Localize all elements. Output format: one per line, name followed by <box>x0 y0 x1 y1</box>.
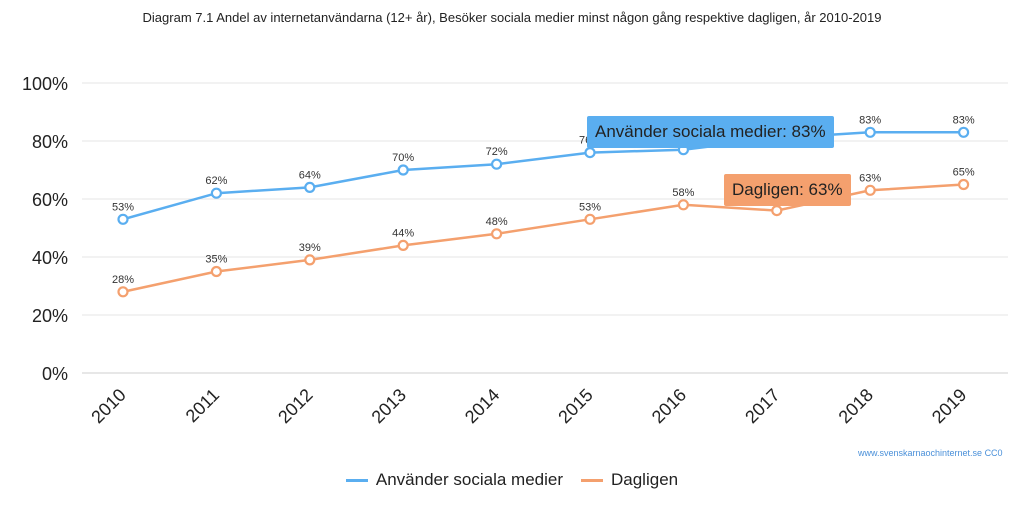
data-point-series-2[interactable] <box>397 239 409 251</box>
data-point-series-2[interactable] <box>864 184 876 196</box>
y-tick-label: 80% <box>32 132 68 152</box>
x-tick-label: 2019 <box>928 385 970 427</box>
data-point-series-1[interactable] <box>397 164 409 176</box>
data-label-series-1: 72% <box>486 146 508 158</box>
data-point-series-2[interactable] <box>771 205 783 217</box>
tooltip-series-1: Använder sociala medier: 83% <box>587 116 834 148</box>
data-point-series-2[interactable] <box>957 178 970 191</box>
data-label-series-1: 62% <box>205 175 227 187</box>
data-point-series-1[interactable] <box>304 181 316 193</box>
x-tick-label: 2013 <box>368 385 410 427</box>
y-tick-label: 40% <box>32 248 68 268</box>
y-axis-ticks: 0% 20% 40% 60% 80% 100% <box>22 74 68 384</box>
data-label-series-1: 83% <box>859 114 881 126</box>
legend: Använder sociala medier Dagligen <box>0 470 1024 490</box>
data-label-series-2: 65% <box>953 167 975 179</box>
data-point-series-2[interactable] <box>677 199 690 211</box>
data-point-series-1[interactable] <box>584 147 596 159</box>
y-tick-label: 100% <box>22 74 68 94</box>
data-label-series-1: 64% <box>299 169 321 181</box>
data-point-series-2[interactable] <box>117 286 129 298</box>
credit-link[interactable]: www.svenskarnaochinternet.se CC0 <box>858 448 1003 458</box>
data-label-series-2: 28% <box>112 274 134 286</box>
x-tick-label: 2012 <box>274 385 316 427</box>
data-label-series-2: 53% <box>579 201 601 213</box>
data-label-series-1: 70% <box>392 152 414 164</box>
x-axis-ticks: 2010 2011 2012 2013 2014 2015 2016 2017 2018 2019 <box>87 385 970 427</box>
data-point-series-1[interactable] <box>210 187 222 199</box>
data-label-series-2: 63% <box>859 172 881 184</box>
data-point-series-1[interactable] <box>957 126 970 138</box>
data-point-series-2[interactable] <box>491 228 503 240</box>
x-tick-label: 2015 <box>554 385 596 427</box>
data-label-series-2: 44% <box>392 227 414 239</box>
legend-swatch-series-2 <box>581 478 603 482</box>
x-tick-label: 2010 <box>87 385 129 427</box>
x-tick-label: 2014 <box>461 385 503 427</box>
legend-swatch-series-1 <box>345 478 368 482</box>
data-point-series-1[interactable] <box>864 126 876 138</box>
legend-label-series-2: Dagligen <box>611 470 679 489</box>
data-point-series-2[interactable] <box>210 265 222 278</box>
data-point-series-2[interactable] <box>584 213 596 225</box>
y-tick-label: 20% <box>32 306 68 326</box>
data-label-series-1: 53% <box>112 201 134 213</box>
x-tick-label: 2018 <box>835 385 877 427</box>
data-point-series-1[interactable] <box>491 158 503 170</box>
x-tick-label: 2011 <box>182 385 224 427</box>
data-point-series-1[interactable] <box>117 213 129 225</box>
y-tick-label: 0% <box>42 364 68 384</box>
legend-label-series-1: Använder sociala medier <box>375 470 563 489</box>
data-label-series-2: 39% <box>299 242 321 254</box>
series-lines <box>117 126 970 298</box>
data-label-series-1: 83% <box>953 114 975 126</box>
data-label-series-2: 58% <box>672 187 694 199</box>
data-point-series-2[interactable] <box>304 254 316 266</box>
data-label-series-2: 35% <box>205 254 227 266</box>
legend-item-series-1[interactable]: Använder sociala medier <box>345 470 563 490</box>
data-label-series-2: 48% <box>486 216 508 228</box>
x-tick-label: 2016 <box>648 385 690 427</box>
y-tick-label: 60% <box>32 190 68 210</box>
x-tick-label: 2017 <box>741 385 783 427</box>
legend-item-series-2[interactable]: Dagligen <box>581 470 678 490</box>
tooltip-series-2: Dagligen: 63% <box>724 174 851 206</box>
chart-title: Diagram 7.1 Andel av internetanvändarna … <box>142 10 882 25</box>
gridlines <box>82 82 1008 374</box>
